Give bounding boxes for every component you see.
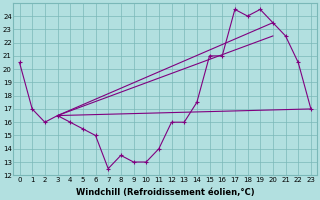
X-axis label: Windchill (Refroidissement éolien,°C): Windchill (Refroidissement éolien,°C) — [76, 188, 254, 197]
